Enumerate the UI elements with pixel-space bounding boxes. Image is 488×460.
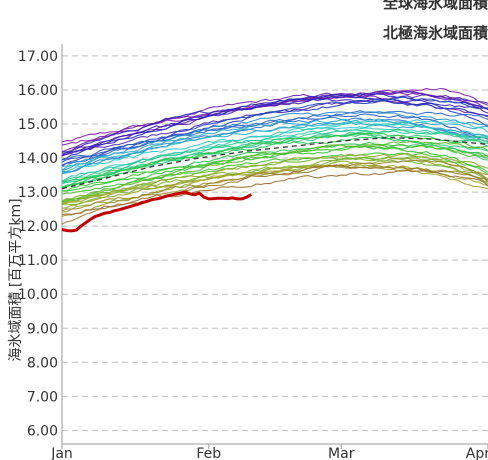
- chart-partial-title: 全球海氷域面積: [382, 0, 488, 12]
- year-series-line: [61, 87, 488, 143]
- y-tick-label: 9.00: [27, 321, 58, 337]
- y-tick-label: 16.00: [18, 83, 58, 99]
- x-tick-label: Mar: [328, 446, 355, 460]
- y-tick-label: 10.00: [18, 287, 58, 303]
- year-series-line: [61, 141, 488, 188]
- axes-layer: [61, 44, 488, 449]
- label-layer: 6.00 7.00 8.00 9.00 10.00 11.00 12.00 13.00 14.0…: [18, 49, 488, 460]
- x-tick-label: Feb: [196, 446, 221, 460]
- year-series-line: [61, 143, 488, 203]
- year-series-line: [61, 111, 488, 171]
- year-series-line: [61, 152, 488, 204]
- y-tick-label: 17.00: [18, 49, 58, 65]
- mean-series-line: [61, 136, 488, 190]
- y-tick-label: 15.00: [18, 117, 58, 133]
- y-tick-label: 11.00: [18, 253, 58, 269]
- year-series-line: [61, 156, 488, 205]
- year-series-line: [61, 100, 488, 167]
- year-series-line: [61, 118, 488, 168]
- year-series-line: [61, 140, 488, 203]
- year-series-line: [61, 164, 488, 225]
- y-tick-label: 12.00: [18, 219, 58, 235]
- y-tick-label: 6.00: [27, 423, 58, 439]
- current-year-series-line: [61, 190, 253, 233]
- y-tick-label: 8.00: [27, 355, 58, 371]
- year-series-line: [61, 136, 488, 183]
- y-axis-title: 海氷域面積 [百万平方km]: [8, 198, 24, 361]
- year-series-line: [61, 169, 488, 215]
- series-layer: [61, 87, 488, 233]
- y-tick-label: 14.00: [18, 151, 58, 167]
- chart-title: 北極海氷域面積: [382, 24, 488, 42]
- year-series-line: [61, 119, 488, 172]
- y-tick-label: 13.00: [18, 185, 58, 201]
- x-tick-label: Jan: [50, 446, 73, 460]
- year-series-line: [62, 157, 488, 213]
- year-series-line: [61, 132, 488, 189]
- year-series-line: [61, 121, 488, 184]
- x-tick-label: Apr: [466, 446, 488, 460]
- y-tick-label: 7.00: [27, 389, 58, 405]
- year-series-line: [61, 110, 488, 163]
- year-series-line: [61, 95, 488, 161]
